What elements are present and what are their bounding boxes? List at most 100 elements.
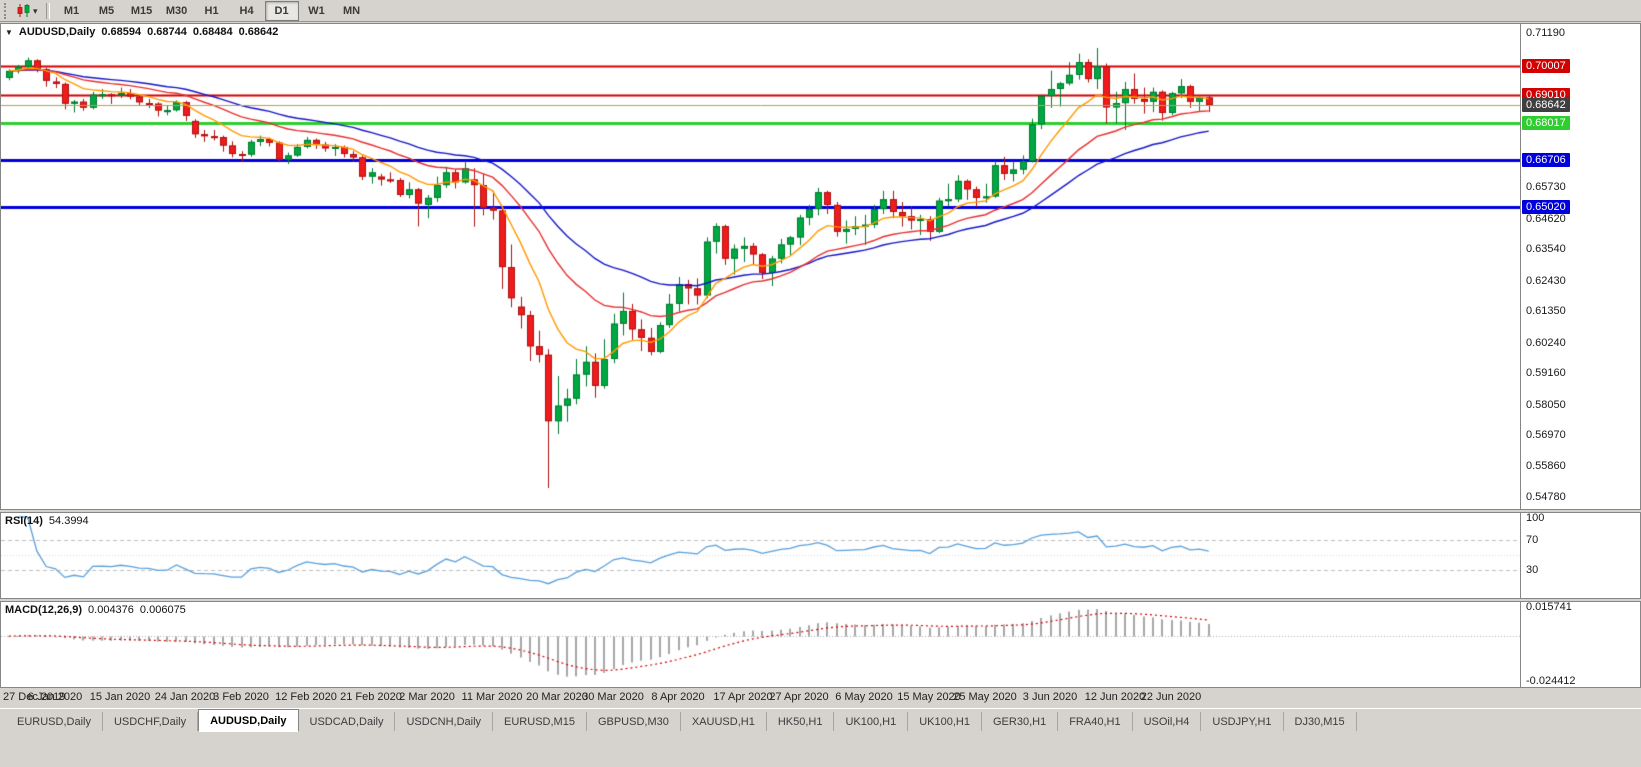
date-axis-label: 20 Mar 2020 (526, 691, 588, 703)
price-axis[interactable]: 0.71190 0.65730 0.64620 0.63540 0.62430 0.613… (1520, 24, 1640, 509)
chart-tab-usdjpy-h1[interactable]: USDJPY,H1 (1201, 712, 1284, 731)
rsi-panel: 100 70 30 RSI(14) 54.3994 (0, 512, 1641, 599)
date-axis-label: 30 Mar 2020 (582, 691, 644, 703)
ohlc-open-value: 0.68594 (101, 26, 142, 38)
rsi-label: RSI(14) 54.3994 (5, 515, 89, 527)
macd-label: MACD(12,26,9) 0.004376 0.006075 (5, 604, 186, 616)
ohlc-close-value: 0.68642 (238, 26, 279, 38)
price-axis-label: 0.64620 (1526, 213, 1566, 225)
price-axis-label: 0.58050 (1526, 399, 1566, 411)
price-axis-label: 0.56970 (1526, 429, 1566, 441)
timeframe-button-h1[interactable]: H1 (204, 4, 219, 17)
price-axis-label: 0.62430 (1526, 275, 1566, 287)
chart-tab-eurusd-daily[interactable]: EURUSD,Daily (6, 712, 103, 731)
timeframe-button-w1[interactable]: W1 (308, 4, 325, 17)
timeframe-button-d1[interactable]: D1 (264, 0, 299, 21)
chart-tab-usoil-h4[interactable]: USOil,H4 (1133, 712, 1202, 731)
chart-tab-uk100-h1[interactable]: UK100,H1 (834, 712, 909, 731)
price-axis-label: 0.60240 (1526, 337, 1566, 349)
macd-axis-max-label: 0.015741 (1526, 601, 1572, 613)
date-axis-label: 17 Apr 2020 (713, 691, 773, 703)
date-axis-label: 8 Apr 2020 (651, 691, 705, 703)
date-axis-label: 12 Feb 2020 (275, 691, 337, 703)
price-axis-label: 0.59160 (1526, 367, 1566, 379)
chart-tab-dj30-m15[interactable]: DJ30,M15 (1284, 712, 1357, 731)
chart-symbol-label: AUDUSD,Daily (18, 26, 96, 38)
chart-tab-usdcad-daily[interactable]: USDCAD,Daily (299, 712, 396, 731)
main-chart-canvas[interactable] (1, 24, 1520, 507)
timeframe-button-m5[interactable]: M5 (98, 4, 115, 17)
date-axis-label: 27 Apr 2020 (769, 691, 829, 703)
chart-tabbar: EURUSD,Daily USDCHF,Daily AUDUSD,Daily USDC… (0, 708, 1641, 732)
chart-tab-fra40-h1[interactable]: FRA40,H1 (1058, 712, 1133, 731)
rsi-current-value: 54.3994 (48, 515, 89, 527)
chart-tab-usdchf-daily[interactable]: USDCHF,Daily (103, 712, 199, 731)
macd-main-value: 0.004376 (88, 604, 134, 616)
chart-tab-usdcnh-daily[interactable]: USDCNH,Daily (395, 712, 494, 731)
toolbar-separator (45, 2, 50, 19)
macd-axis-min-label: -0.024412 (1526, 675, 1576, 687)
rsi-canvas[interactable] (1, 513, 1520, 596)
rsi-axis-label: 100 (1526, 512, 1545, 524)
chart-style-button[interactable]: ▾ (14, 2, 41, 20)
chart-tab-xauusd-h1[interactable]: XAUUSD,H1 (681, 712, 767, 731)
date-axis-label: 15 May 2020 (897, 691, 961, 703)
macd-canvas[interactable] (1, 602, 1520, 685)
date-axis-label: 2 Mar 2020 (399, 691, 455, 703)
price-line-label[interactable]: 0.68017 (1522, 116, 1570, 130)
current-price-label: 0.68642 (1522, 98, 1570, 112)
macd-signal-value: 0.006075 (139, 604, 186, 616)
price-axis-label: 0.54780 (1526, 491, 1566, 503)
price-axis-label: 0.55860 (1526, 460, 1566, 472)
price-axis-label: 0.61350 (1526, 305, 1566, 317)
toolbar-grip[interactable] (4, 2, 10, 19)
date-axis-label: 25 May 2020 (953, 691, 1017, 703)
timeframe-button-h4[interactable]: H4 (239, 4, 254, 17)
chevron-down-icon: ▾ (33, 5, 38, 16)
date-axis-label: 15 Jan 2020 (89, 691, 151, 703)
window-marker-icon: ▼ (5, 27, 13, 37)
chart-tab-ger30-h1[interactable]: GER30,H1 (982, 712, 1059, 731)
price-axis-label: 0.63540 (1526, 243, 1566, 255)
time-axis[interactable]: 27 Dec 2019 6 Jan 2020 15 Jan 2020 24 Jan 2… (0, 689, 1641, 707)
date-axis-label: 12 Jun 2020 (1084, 691, 1146, 703)
date-axis-label: 3 Jun 2020 (1022, 691, 1078, 703)
date-axis-label: 27 Dec 2019 (3, 691, 66, 703)
price-line-label[interactable]: 0.70007 (1522, 59, 1570, 73)
rsi-axis[interactable]: 100 70 30 (1520, 512, 1640, 598)
date-axis-label: 21 Feb 2020 (340, 691, 402, 703)
date-axis-label: 24 Jan 2020 (154, 691, 216, 703)
status-bar (0, 733, 1641, 767)
chart-tab-gbpusd-m30[interactable]: GBPUSD,M30 (587, 712, 681, 731)
chart-tab-hk50-h1[interactable]: HK50,H1 (767, 712, 835, 731)
timeframe-toolbar: ▾ M1 M5 M15 M30 H1 H4 D1 W1 MN (0, 0, 1641, 22)
price-line-label[interactable]: 0.65020 (1522, 200, 1570, 214)
date-axis-label: 22 Jun 2020 (1140, 691, 1202, 703)
price-line-label[interactable]: 0.66706 (1522, 153, 1570, 167)
chart-tab-eurusd-m15[interactable]: EURUSD,M15 (493, 712, 587, 731)
timeframe-button-m30[interactable]: M30 (165, 4, 188, 17)
ohlc-high-value: 0.68744 (147, 26, 187, 38)
date-axis-label: 3 Feb 2020 (213, 691, 269, 703)
chart-title: ▼ AUDUSD,Daily 0.68594 0.68744 0.68484 0… (5, 26, 278, 38)
ohlc-low-value: 0.68484 (192, 26, 233, 38)
price-axis-label: 0.71190 (1526, 27, 1565, 39)
timeframe-button-mn[interactable]: MN (342, 4, 361, 17)
chart-tab-audusd-daily[interactable]: AUDUSD,Daily (198, 709, 299, 732)
rsi-axis-label: 30 (1526, 564, 1539, 576)
date-axis-label: 6 May 2020 (835, 691, 893, 703)
chart-tab-uk100-h1[interactable]: UK100,H1 (908, 712, 982, 731)
macd-indicator-name: MACD(12,26,9) (5, 604, 83, 616)
rsi-indicator-name: RSI(14) (5, 515, 43, 527)
timeframe-buttons: M1 M5 M15 M30 H1 H4 D1 W1 MN (55, 0, 369, 21)
date-axis-label: 6 Jan 2020 (27, 691, 83, 703)
rsi-axis-label: 70 (1526, 534, 1539, 546)
date-axis-label: 11 Mar 2020 (461, 691, 523, 703)
price-axis-label: 0.65730 (1526, 181, 1566, 193)
timeframe-button-m1[interactable]: M1 (63, 4, 80, 17)
timeframe-button-m15[interactable]: M15 (130, 4, 153, 17)
main-chart-panel: 0.71190 0.65730 0.64620 0.63540 0.62430 0.613… (0, 23, 1641, 510)
macd-panel: 0.015741 -0.024412 MACD(12,26,9) 0.004376… (0, 601, 1641, 688)
macd-axis[interactable]: 0.015741 -0.024412 (1520, 601, 1640, 687)
